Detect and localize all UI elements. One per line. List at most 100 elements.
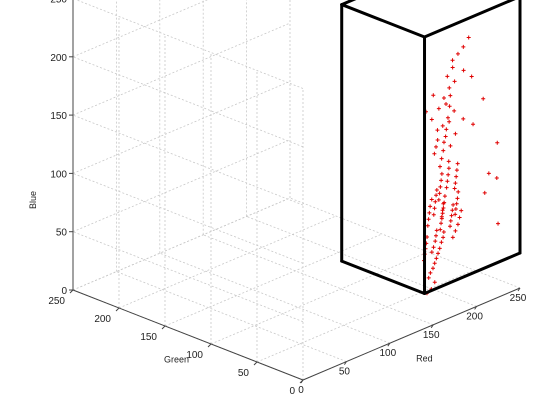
red-axis-tick: [343, 361, 347, 365]
data-point: [431, 245, 436, 250]
data-point: [433, 239, 438, 244]
data-point: [435, 137, 440, 142]
data-point: [453, 212, 458, 217]
data-point: [436, 251, 441, 256]
data-point: [440, 123, 445, 128]
data-point: [456, 189, 461, 194]
data-points: [422, 35, 501, 296]
box-edge: [340, 3, 427, 39]
red-axis-tick: [474, 306, 478, 310]
data-point: [428, 270, 433, 275]
data-point: [443, 134, 448, 139]
data-point: [441, 229, 446, 234]
data-point: [449, 213, 454, 218]
side-wall-grid-line: [75, 0, 304, 89]
data-point: [457, 215, 462, 220]
data-point: [432, 261, 437, 266]
data-point: [482, 190, 487, 195]
data-point: [447, 119, 452, 124]
data-point: [445, 179, 450, 184]
data-point: [436, 197, 441, 202]
red-axis-tick-label: 0: [298, 385, 304, 395]
data-point: [429, 250, 434, 255]
data-point: [438, 184, 443, 189]
grid-lines: [72, 0, 521, 381]
data-point: [461, 116, 466, 121]
back-wall-grid-line: [72, 81, 291, 174]
data-point: [434, 187, 439, 192]
axes: [72, 0, 521, 381]
selection-box: [340, 0, 522, 295]
data-point: [453, 131, 458, 136]
data-point: [439, 171, 444, 176]
data-point: [455, 51, 460, 56]
floor-grid-line: [116, 271, 347, 362]
data-point: [444, 185, 449, 190]
red-axis-tick: [387, 342, 391, 347]
data-point: [446, 172, 451, 177]
data-point: [486, 171, 491, 176]
data-point: [439, 156, 444, 161]
green-axis-line: [72, 289, 304, 381]
data-point: [453, 207, 458, 212]
green-axis-tick-label: 50: [238, 368, 250, 379]
data-point: [450, 65, 455, 70]
data-point: [425, 223, 430, 228]
data-point: [439, 216, 444, 221]
blue-axis-tick-label: 250: [50, 0, 67, 6]
data-point: [433, 199, 438, 204]
red-axis-line: [302, 287, 521, 381]
data-point: [446, 166, 451, 171]
back-wall-grid-line: [72, 22, 291, 116]
data-point: [469, 74, 474, 79]
data-point: [453, 228, 458, 233]
data-point: [426, 217, 431, 222]
data-point: [438, 164, 443, 169]
data-point: [440, 211, 445, 216]
blue-axis-tick-label: 0: [61, 286, 67, 297]
data-point: [454, 168, 459, 173]
data-point: [445, 74, 450, 79]
data-point: [444, 127, 449, 132]
side-wall-grid-line: [72, 114, 304, 206]
data-point: [496, 221, 501, 226]
blue-axis-tick-label: 100: [50, 169, 67, 180]
floor-grid-line: [203, 234, 434, 326]
data-point: [437, 191, 442, 196]
data-point: [430, 266, 435, 271]
data-point: [452, 108, 457, 113]
green-axis-tick-label: 100: [186, 350, 203, 361]
data-point: [442, 200, 447, 205]
red-axis-tick: [517, 287, 521, 292]
red-axis-tick-label: 100: [379, 348, 396, 359]
data-point: [461, 44, 466, 49]
data-point: [454, 201, 459, 206]
data-point: [450, 235, 455, 240]
floor-grid-line: [289, 197, 521, 289]
data-point: [453, 181, 458, 186]
data-point: [494, 176, 499, 181]
data-point: [434, 193, 439, 198]
floor-grid-line: [118, 215, 337, 309]
floor-grid-line: [210, 251, 429, 345]
red-axis-tick-label: 200: [466, 311, 483, 322]
tick-labels: 0501001502002500501001502002500501001502…: [48, 0, 526, 395]
data-point: [459, 208, 464, 213]
green-axis-tick: [299, 379, 304, 384]
floor-grid-line: [159, 252, 390, 344]
box-edge: [423, 0, 516, 39]
data-point: [426, 275, 431, 280]
data-point: [450, 58, 455, 63]
data-point: [471, 122, 476, 127]
data-point: [436, 106, 441, 111]
data-point: [434, 228, 439, 233]
data-point: [455, 222, 460, 227]
side-wall-grid-line: [72, 231, 304, 323]
floor-grid-line: [246, 216, 477, 307]
data-point: [481, 96, 486, 101]
data-point: [442, 194, 447, 199]
data-point: [441, 140, 446, 145]
data-point: [432, 280, 437, 285]
data-point: [439, 221, 444, 226]
